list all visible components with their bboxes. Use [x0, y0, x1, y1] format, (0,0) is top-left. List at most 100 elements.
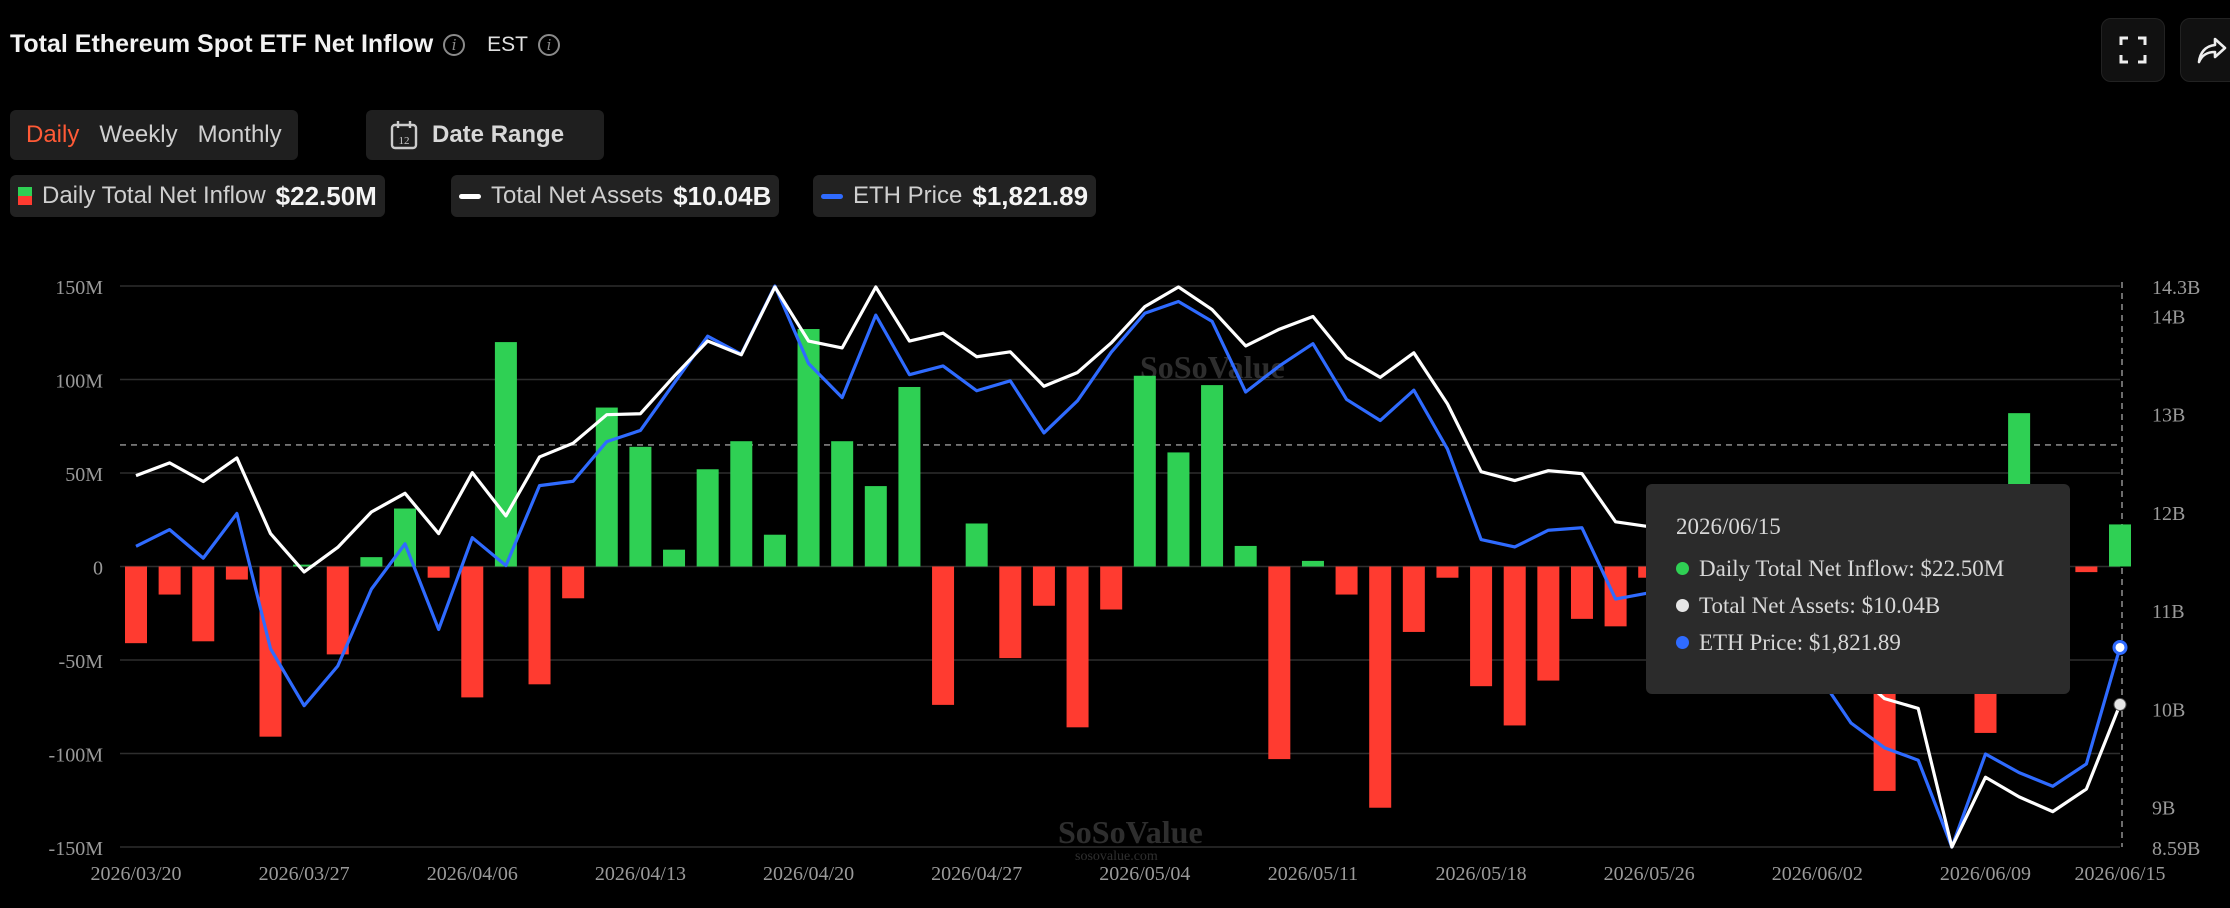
legend-bar-swatch [18, 187, 32, 205]
watermark-brand: SoSoValue [1058, 814, 1203, 850]
inflow-bar [394, 508, 417, 567]
legend-price-label: ETH Price [853, 182, 963, 209]
y-tick-label-left: -50M [59, 651, 104, 673]
inflow-bar [1100, 566, 1123, 610]
inflow-bar [2075, 566, 2098, 573]
y-tick-label-right: 9B [2152, 798, 2175, 820]
inflow-bar [1537, 566, 1560, 681]
tab-weekly[interactable]: Weekly [99, 121, 178, 148]
inflow-bar [461, 566, 484, 698]
inflow-bar [898, 386, 921, 567]
y-tick-label-left: -100M [49, 745, 104, 767]
x-tick-label: 2026/04/20 [763, 863, 854, 885]
x-tick-label: 2026/06/02 [1772, 863, 1863, 885]
inflow-bar [528, 566, 551, 685]
inflow-bar [696, 469, 719, 567]
tooltip-price-text: ETH Price: $1,821.89 [1699, 629, 1901, 655]
inflow-bar [932, 566, 955, 705]
inflow-bar [1268, 566, 1291, 760]
x-tick-label: 2026/04/06 [427, 863, 518, 885]
inflow-bar [562, 566, 585, 599]
inflow-bar [763, 534, 786, 567]
y-tick-label-right: 14B [2152, 306, 2185, 328]
inflow-bar [1402, 566, 1425, 632]
chart-tooltip: 2026/06/15 Daily Total Net Inflow: $22.5… [1646, 484, 2070, 694]
inflow-bar [1570, 566, 1593, 619]
share-icon [2197, 37, 2227, 64]
tooltip-row-price: ETH Price: $1,821.89 [1676, 624, 2040, 661]
legend-price-value: $1,821.89 [972, 180, 1089, 211]
inflow-bar [360, 557, 383, 567]
inflow-bar [1301, 560, 1324, 567]
chart-header: Total Ethereum Spot ETF Net Inflow i EST… [10, 30, 560, 59]
inflow-bar [494, 342, 517, 567]
inflow-bar [1503, 566, 1526, 726]
x-tick-label: 2026/05/11 [1268, 863, 1358, 885]
inflow-bar [1369, 566, 1392, 808]
tab-monthly[interactable]: Monthly [197, 121, 282, 148]
tooltip-assets-text: Total Net Assets: $10.04B [1699, 592, 1941, 618]
calendar-icon: 12 [390, 121, 418, 150]
tooltip-inflow-text: Daily Total Net Inflow: $22.50M [1699, 555, 2005, 581]
legend-assets[interactable]: Total Net Assets $10.04B [451, 175, 780, 217]
total-net-assets-marker [2113, 698, 2127, 712]
x-tick-label: 2026/03/27 [259, 863, 350, 885]
x-tick-label: 2026/05/26 [1604, 863, 1695, 885]
x-tick-label: 2026/04/27 [931, 863, 1022, 885]
legend-inflow[interactable]: Daily Total Net Inflow $22.50M [10, 175, 385, 217]
y-tick-label-left: 150M [55, 277, 103, 299]
x-tick-label: 2026/03/20 [90, 863, 181, 885]
y-tick-label-right: 13B [2152, 405, 2185, 427]
tooltip-row-assets: Total Net Assets: $10.04B [1676, 587, 2040, 624]
legend-price[interactable]: ETH Price $1,821.89 [813, 175, 1097, 217]
inflow-bar [1066, 566, 1089, 728]
inflow-bar [125, 566, 147, 644]
x-tick-label: 2026/06/15 [2074, 863, 2165, 885]
y-tick-label-right: 10B [2152, 699, 2185, 721]
y-tick-label-left: 100M [55, 371, 103, 393]
inflow-bar [1032, 566, 1055, 606]
inflow-bar [1133, 375, 1156, 567]
tooltip-assets-dot [1676, 599, 1689, 612]
inflow-bar [326, 566, 349, 655]
fullscreen-icon [2119, 36, 2147, 64]
date-range-button[interactable]: 12 Date Range [366, 110, 604, 160]
inflow-bar [225, 566, 248, 580]
legend-inflow-label: Daily Total Net Inflow [42, 182, 266, 209]
inflow-bar [1167, 452, 1190, 567]
inflow-bar [1234, 545, 1257, 567]
inflow-bar [2109, 524, 2131, 567]
inflow-bar [629, 446, 652, 567]
legend-assets-value: $10.04B [673, 180, 772, 211]
inflow-bar [831, 441, 854, 567]
watermark-url: sosovalue.com [1075, 849, 1158, 864]
inflow-bar [1335, 566, 1358, 595]
eth-price-marker [2112, 639, 2128, 655]
x-tick-label: 2026/05/18 [1436, 863, 1527, 885]
chart-title: Total Ethereum Spot ETF Net Inflow [10, 30, 434, 58]
legend-assets-swatch [459, 193, 481, 199]
y-tick-label-left: 50M [65, 464, 103, 486]
legend-inflow-value: $22.50M [275, 180, 377, 211]
x-tick-label: 2026/06/09 [1940, 863, 2031, 885]
timezone-info-icon[interactable]: i [538, 33, 560, 56]
inflow-bar [192, 566, 215, 642]
tooltip-inflow-dot [1676, 562, 1689, 575]
tooltip-price-dot [1676, 636, 1689, 649]
x-tick-label: 2026/04/13 [595, 863, 686, 885]
inflow-bar [999, 566, 1022, 659]
inflow-bar [965, 523, 988, 567]
share-button[interactable] [2180, 18, 2230, 82]
fullscreen-button[interactable] [2101, 18, 2165, 82]
watermark: SoSoValue SoSoValue sosovalue.com [1058, 349, 1285, 864]
y-tick-label-right: 11B [2152, 601, 2185, 623]
x-tick-label: 2026/05/04 [1099, 863, 1190, 885]
tab-daily[interactable]: Daily [26, 121, 80, 148]
inflow-bar [158, 566, 181, 595]
tooltip-date: 2026/06/15 [1676, 514, 1781, 539]
inflow-bar [595, 407, 618, 567]
info-icon[interactable]: i [443, 33, 466, 56]
y-tick-label-right: 12B [2152, 503, 2185, 525]
inflow-bar [293, 564, 316, 567]
